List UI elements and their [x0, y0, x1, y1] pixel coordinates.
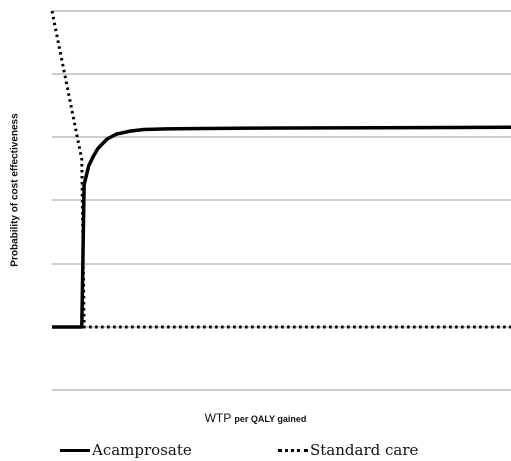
series-line-acamprosate: [52, 125, 511, 329]
legend-item-standard-care: Standard care: [278, 440, 418, 460]
legend-swatch-dotted: [278, 448, 308, 452]
y-axis-label: Probability of cost effectiveness: [9, 113, 21, 267]
legend-label-acamprosate: Acamprosate: [92, 441, 192, 459]
x-axis-label-main: WTP: [204, 411, 232, 425]
legend-swatch-solid: [60, 448, 90, 452]
legend-item-acamprosate: Acamprosate: [60, 440, 192, 460]
x-axis-label-sub: per QALY gained: [234, 414, 307, 424]
legend-label-standard-care: Standard care: [310, 441, 419, 459]
series-line-standard-care: [50, 10, 511, 329]
x-axis-label: WTP per QALY gained: [0, 411, 511, 425]
